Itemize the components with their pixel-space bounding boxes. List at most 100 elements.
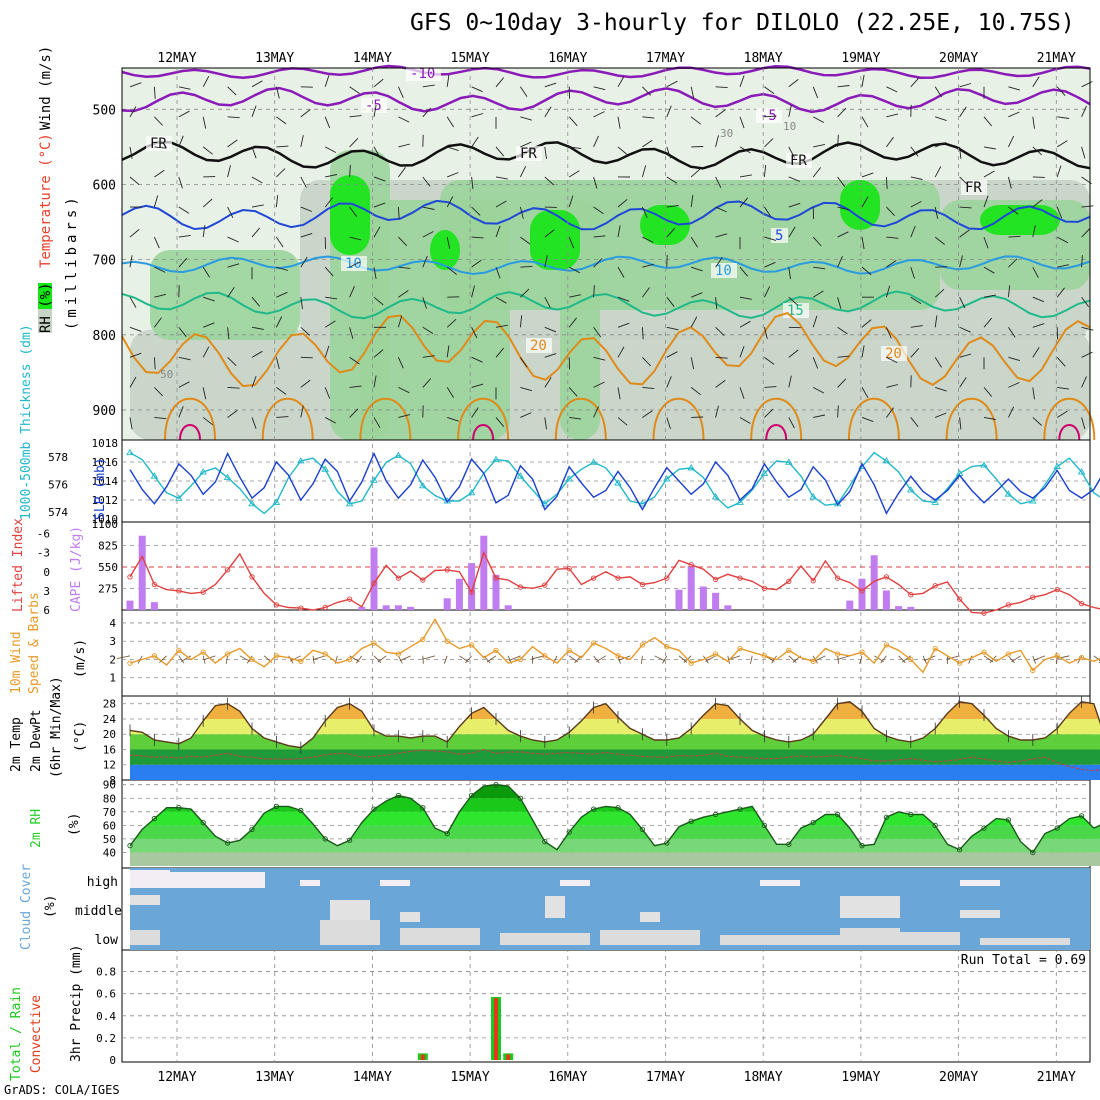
wind10-speed-line-marker bbox=[664, 644, 670, 650]
wind10-barb bbox=[1033, 655, 1046, 661]
cape-bar bbox=[687, 566, 695, 610]
wind-barb bbox=[373, 104, 377, 117]
thickness-line-marker bbox=[907, 486, 915, 493]
temp-band bbox=[130, 718, 1100, 735]
wind-barb bbox=[1032, 323, 1045, 328]
wind-barb bbox=[788, 267, 791, 280]
cape-bar bbox=[382, 605, 390, 610]
isotherm-loop bbox=[750, 397, 803, 441]
rh-region bbox=[430, 230, 460, 270]
wind-barb bbox=[519, 166, 527, 178]
wind-tick-label: 2 bbox=[109, 653, 116, 666]
isotherm-line bbox=[121, 311, 1091, 388]
wind-barb bbox=[129, 146, 133, 159]
wind-barb bbox=[1081, 81, 1093, 88]
wind-barb bbox=[593, 86, 606, 91]
lifted-index-line-marker bbox=[273, 602, 280, 608]
lifted-index-line-marker bbox=[1054, 586, 1060, 593]
wind-barb bbox=[861, 266, 872, 276]
thickness-line-marker bbox=[1053, 462, 1061, 469]
wind-barb bbox=[837, 107, 847, 118]
wind10-speed-line-marker bbox=[1030, 667, 1036, 674]
wind-barb bbox=[935, 141, 947, 148]
wind-barb bbox=[617, 76, 625, 88]
lifted-index-line-marker bbox=[956, 596, 963, 602]
wind-barb bbox=[373, 78, 384, 88]
wind-barb bbox=[373, 375, 377, 388]
wind-barb bbox=[593, 327, 602, 338]
isotherm-loop bbox=[652, 397, 705, 441]
wind-barb bbox=[593, 381, 605, 388]
thickness-line-marker bbox=[711, 493, 720, 500]
middle-cloud bbox=[840, 896, 900, 918]
wind-barb bbox=[398, 116, 410, 123]
thickness-line-marker bbox=[394, 451, 403, 458]
wind-barb bbox=[1081, 417, 1086, 430]
top-date-label: 17MAY bbox=[646, 51, 685, 66]
ylabel-rh-unit: (%) bbox=[67, 813, 82, 836]
wind-barb bbox=[690, 168, 701, 178]
wind10-barb bbox=[465, 655, 472, 664]
wind-barb bbox=[569, 146, 582, 150]
wind-tick-label: 4 bbox=[109, 617, 116, 630]
rh-band bbox=[130, 798, 1100, 812]
wind-barb bbox=[959, 297, 966, 309]
lifted-index-line-marker bbox=[371, 580, 377, 586]
wind10-barb bbox=[288, 655, 294, 664]
wind-barb bbox=[813, 266, 826, 270]
isotherm-line bbox=[121, 199, 1091, 231]
wind-barb bbox=[227, 139, 238, 148]
wind-barb bbox=[520, 236, 531, 245]
wind-barb bbox=[1056, 287, 1065, 298]
wind10-barb bbox=[901, 655, 912, 663]
wind-barb bbox=[739, 320, 751, 328]
wind-barb bbox=[495, 200, 507, 208]
wind10-barb bbox=[508, 655, 521, 661]
wind-barb bbox=[959, 83, 972, 88]
rh-band bbox=[130, 784, 1100, 799]
wind-barb bbox=[934, 315, 938, 328]
wind-barb bbox=[641, 327, 644, 340]
rh-region bbox=[530, 210, 580, 270]
wind-barb bbox=[642, 263, 655, 268]
isotherm-label: -5 bbox=[365, 98, 382, 114]
ylabel-millibars: (millibars) bbox=[64, 193, 80, 330]
wind-tick-label: 1 bbox=[109, 672, 116, 685]
cape-bar bbox=[882, 590, 890, 610]
thickness-line-marker bbox=[150, 472, 159, 479]
wind-barb bbox=[739, 197, 749, 208]
bottom-date-label: 21MAY bbox=[1037, 1070, 1076, 1085]
high-cloud bbox=[170, 872, 265, 888]
wind-barb bbox=[398, 386, 410, 394]
wind-barb bbox=[349, 164, 351, 177]
top-date-label: 20MAY bbox=[939, 51, 978, 66]
wind-barb bbox=[1007, 176, 1012, 189]
cape-bar bbox=[468, 563, 476, 610]
lifted-index-line-marker bbox=[615, 575, 621, 581]
wind-barb bbox=[837, 85, 850, 88]
wind-barb bbox=[373, 267, 377, 280]
wind-barb bbox=[349, 286, 355, 298]
wind-barb bbox=[837, 206, 850, 211]
ylabel-speed-barbs: Speed & Barbs bbox=[27, 592, 42, 694]
wind-barb bbox=[1081, 205, 1094, 208]
wind-barb bbox=[275, 195, 279, 208]
wind-barb bbox=[178, 110, 190, 118]
low-cloud bbox=[400, 928, 480, 945]
bottom-date-label: 15MAY bbox=[451, 1070, 490, 1085]
wind-barb bbox=[569, 294, 581, 298]
wind10-barb bbox=[422, 655, 424, 664]
temp-tick-label: 8 bbox=[109, 774, 116, 787]
wind10-speed-line-marker bbox=[1078, 655, 1085, 661]
wind-barb bbox=[764, 386, 777, 388]
legend-convective: Convective bbox=[29, 995, 44, 1073]
wind-barb bbox=[154, 293, 167, 298]
wind-barb bbox=[398, 236, 408, 247]
wind-barb bbox=[251, 146, 257, 159]
wind-barb bbox=[666, 176, 678, 184]
wind-barb bbox=[715, 176, 722, 188]
wind-barb bbox=[739, 146, 751, 154]
wind-barb bbox=[202, 146, 213, 155]
cape-bar bbox=[394, 605, 402, 610]
wind-barb bbox=[300, 176, 307, 188]
